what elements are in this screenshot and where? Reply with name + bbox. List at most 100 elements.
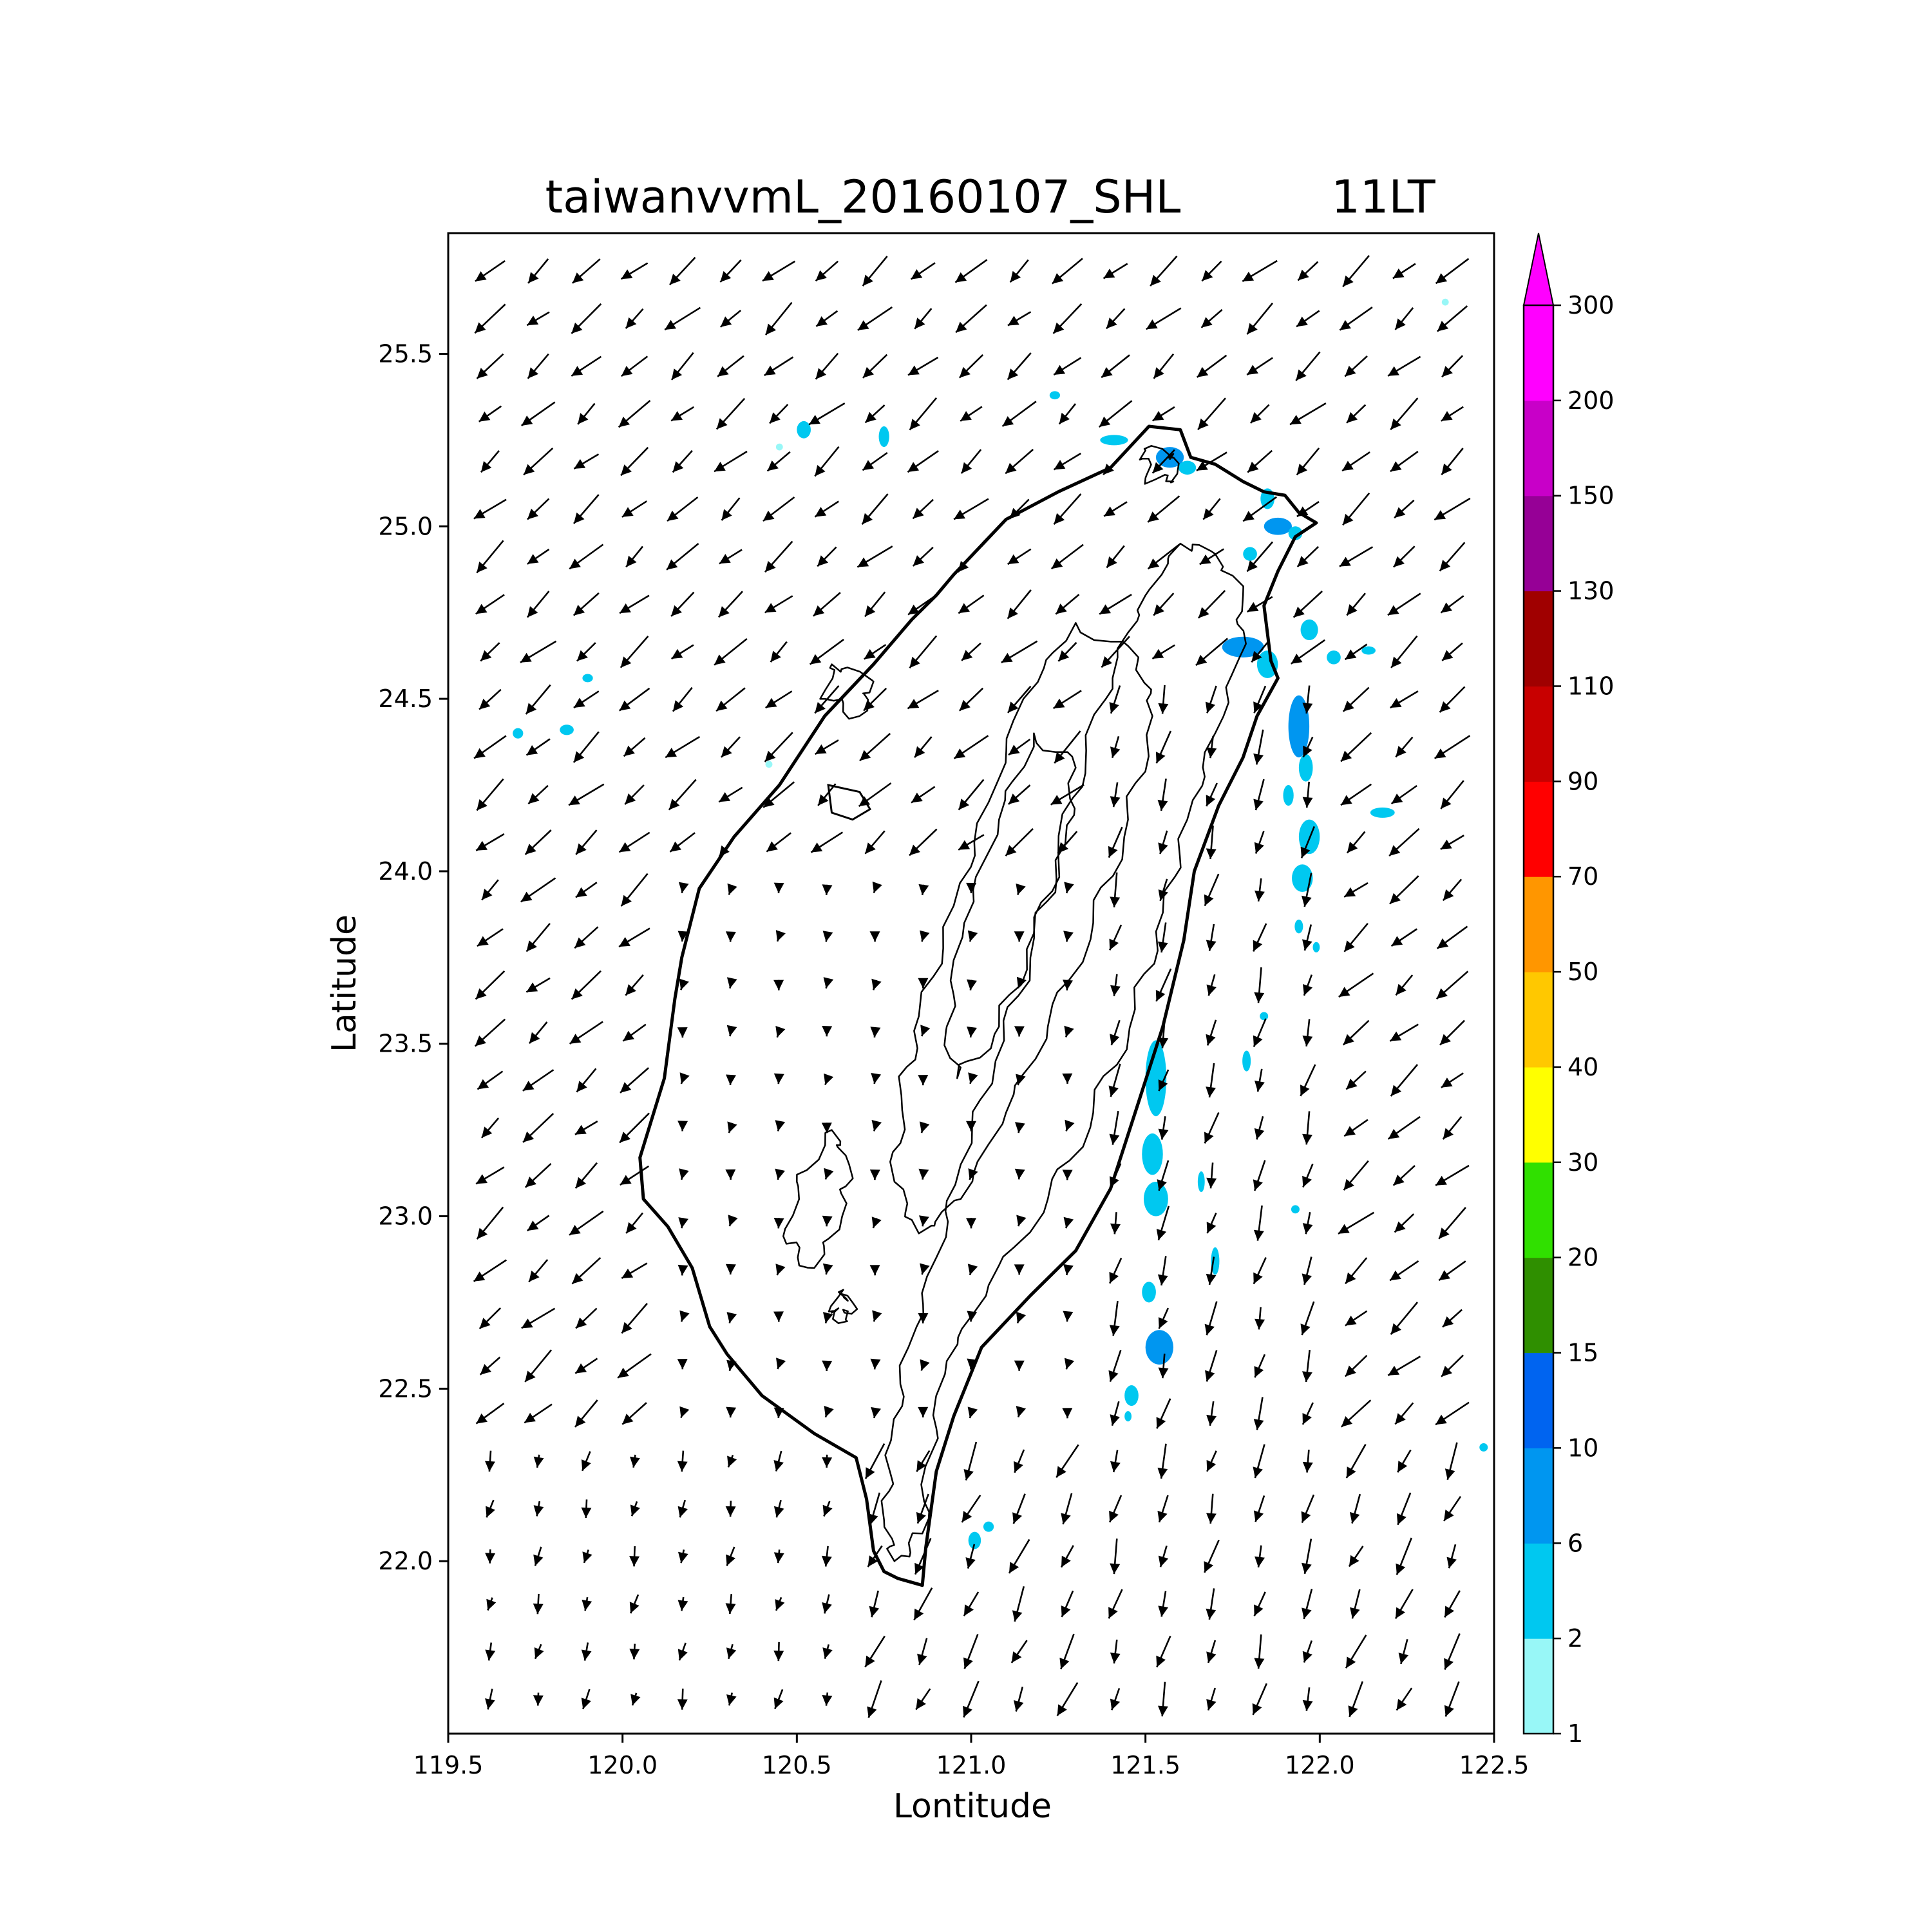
colorbar-tick-label: 30 xyxy=(1567,1148,1598,1177)
wind-vector xyxy=(1392,1164,1416,1186)
radar-echo-cell xyxy=(1143,1181,1168,1217)
wind-vector xyxy=(1063,1311,1074,1322)
wind-vector xyxy=(1016,1406,1027,1417)
wind-vector xyxy=(821,1546,832,1567)
wind-vector xyxy=(1199,548,1224,565)
wind-vector xyxy=(960,406,983,422)
radar-echo-cell xyxy=(1256,650,1278,678)
wind-vector xyxy=(872,881,882,894)
wind-vector xyxy=(918,1406,929,1417)
wind-vector xyxy=(677,1121,688,1132)
colorbar-tick-label: 70 xyxy=(1567,862,1598,891)
wind-vector xyxy=(1253,1444,1265,1479)
colorbar-tick-label: 130 xyxy=(1567,577,1615,605)
wind-vector xyxy=(1059,1633,1075,1670)
colorbar-segment xyxy=(1524,876,1553,972)
colorbar-tick-label: 1 xyxy=(1567,1719,1583,1748)
chart-title: taiwanvvmL_20160107_SHL xyxy=(545,171,1181,223)
wind-vector xyxy=(1008,784,1031,805)
wind-vector xyxy=(1253,1257,1267,1285)
wind-vector xyxy=(1063,1264,1074,1276)
wind-vector xyxy=(912,546,934,567)
wind-vector xyxy=(1390,635,1418,668)
radar-echo-cell xyxy=(1291,1205,1300,1214)
wind-vector xyxy=(1005,828,1034,857)
wind-vector xyxy=(910,262,936,280)
radar-echo-cell xyxy=(1441,298,1449,306)
wind-vector xyxy=(1155,968,1172,1002)
wind-vector xyxy=(1387,1356,1421,1376)
wind-vector xyxy=(1387,1116,1421,1140)
wind-vector xyxy=(871,1406,881,1419)
wind-vector xyxy=(620,873,649,907)
radar-echo-cell xyxy=(765,761,773,768)
wind-vector xyxy=(1206,923,1217,951)
wind-vector xyxy=(620,1165,650,1186)
wind-vector xyxy=(1434,735,1471,759)
plot-area xyxy=(447,232,1495,1735)
wind-vector xyxy=(1008,1539,1030,1574)
wind-vector xyxy=(573,494,600,524)
wind-vector xyxy=(677,1359,688,1370)
wind-vector xyxy=(1389,1260,1419,1282)
wind-vector xyxy=(1196,451,1227,471)
wind-vector xyxy=(678,1217,688,1229)
wind-vector xyxy=(1060,1545,1074,1568)
wind-vector xyxy=(762,496,795,522)
wind-vector xyxy=(773,1450,784,1472)
wind-vector xyxy=(475,833,505,851)
wind-vector xyxy=(857,306,893,331)
wind-vector xyxy=(527,258,549,284)
wind-vector xyxy=(475,594,505,615)
wind-vector xyxy=(1061,1493,1073,1525)
wind-vector xyxy=(577,402,596,425)
wind-vector xyxy=(773,1689,784,1709)
wind-vector xyxy=(619,1112,650,1144)
wind-vector xyxy=(764,732,793,762)
terrain-contour xyxy=(889,622,1153,1235)
wind-vector xyxy=(1146,307,1182,330)
wind-vector xyxy=(1008,738,1031,756)
wind-vector xyxy=(766,832,791,853)
wind-vector xyxy=(918,1168,929,1180)
wind-vector xyxy=(1296,447,1320,476)
wind-vector xyxy=(620,446,649,477)
y-tick-label: 24.5 xyxy=(378,685,433,713)
wind-vector xyxy=(814,685,840,714)
wind-vector xyxy=(1204,1301,1218,1336)
wind-vector xyxy=(965,1544,976,1569)
wind-vector xyxy=(966,882,977,893)
wind-vector xyxy=(1016,1215,1027,1227)
wind-vector xyxy=(670,644,694,660)
wind-vector xyxy=(718,827,743,858)
wind-vector xyxy=(1441,355,1464,378)
wind-vector xyxy=(1158,1116,1169,1140)
wind-vector xyxy=(620,262,649,280)
wind-vector xyxy=(670,591,695,617)
wind-vector xyxy=(1007,352,1032,381)
wind-vector xyxy=(1340,1399,1372,1428)
wind-vector xyxy=(868,1492,881,1526)
radar-echo-cell xyxy=(968,1531,981,1549)
wind-vector xyxy=(1302,1111,1312,1145)
wind-vector xyxy=(1109,1110,1120,1145)
wind-vector xyxy=(1441,642,1463,661)
wind-vector xyxy=(1105,308,1126,330)
wind-vector xyxy=(966,1121,976,1132)
wind-vector xyxy=(574,926,599,949)
wind-vector xyxy=(1206,1640,1217,1663)
wind-vector xyxy=(1053,493,1082,525)
radar-echo-cell xyxy=(1145,1330,1173,1365)
wind-vector xyxy=(1252,1683,1267,1716)
wind-vector xyxy=(1099,593,1132,615)
wind-vector xyxy=(1255,1068,1265,1092)
wind-vector xyxy=(575,829,598,855)
wind-vector xyxy=(1390,690,1419,709)
wind-vector xyxy=(1302,1588,1313,1620)
wind-vector xyxy=(669,256,696,285)
wind-vector xyxy=(775,1596,785,1611)
wind-vector xyxy=(1394,307,1414,330)
wind-vector xyxy=(1253,685,1267,714)
terrain-contour-layer xyxy=(782,445,1247,1562)
